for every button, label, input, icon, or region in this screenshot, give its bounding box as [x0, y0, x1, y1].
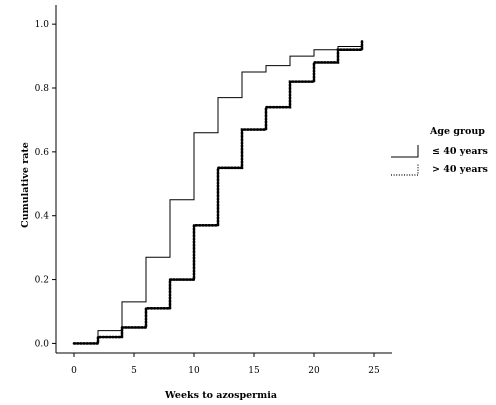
y-tick-label: 0.2: [35, 276, 49, 286]
legend: Age group ≤ 40 years > 40 years: [391, 126, 488, 176]
y-tick-label: 1.0: [35, 20, 50, 30]
legend-title: Age group: [429, 126, 485, 137]
axes: 0.0 0.2 0.4 0.6 0.8 1.0 0 5 10 15 20 25: [35, 5, 392, 376]
x-tick-label: 0: [71, 366, 77, 376]
y-tick-label: 0.0: [35, 339, 50, 349]
series-line-over-40: [72, 38, 364, 345]
legend-swatch-over-40: [391, 163, 419, 176]
y-tick-label: 0.4: [35, 212, 50, 222]
legend-label-over-40: > 40 years: [432, 164, 488, 175]
legend-swatch-under-40: [391, 145, 419, 158]
y-tick-label: 0.6: [35, 148, 50, 158]
y-tick-label: 0.8: [35, 84, 50, 94]
x-tick-label: 25: [368, 366, 380, 376]
x-tick-label: 20: [308, 366, 320, 376]
legend-label-under-40: ≤ 40 years: [432, 146, 488, 157]
x-tick-label: 5: [131, 366, 137, 376]
x-axis-label: Weeks to azospermia: [164, 390, 277, 401]
series-line-under-40: [74, 43, 363, 344]
series-layer: [72, 38, 364, 345]
y-axis-label: Cumulative rate: [20, 142, 31, 228]
x-tick-label: 15: [248, 366, 260, 376]
x-tick-label: 10: [188, 366, 200, 376]
